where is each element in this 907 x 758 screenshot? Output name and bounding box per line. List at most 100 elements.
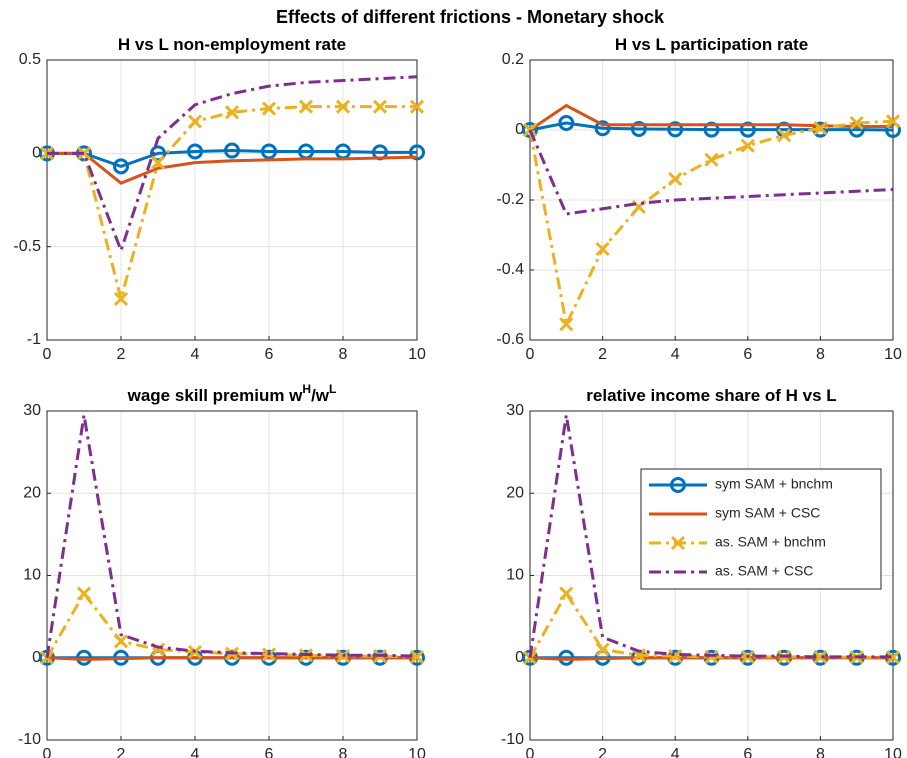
x-tick-label: 8 — [816, 746, 825, 758]
marker — [187, 114, 203, 129]
marker — [335, 99, 351, 114]
x-tick-label: 6 — [265, 746, 274, 758]
x-tick-label: 10 — [884, 746, 902, 758]
marker — [668, 171, 683, 187]
legend-box — [640, 468, 882, 590]
x-tick-label: 6 — [743, 346, 752, 363]
y-tick-label: -10 — [501, 731, 524, 748]
series-line — [47, 75, 418, 255]
marker — [76, 586, 92, 601]
y-tick-label: 30 — [506, 402, 524, 419]
marker — [150, 155, 166, 170]
x-tick-label: 8 — [339, 346, 348, 363]
marker — [113, 158, 129, 175]
y-tick-label: -10 — [18, 731, 41, 748]
axes-frame — [529, 410, 894, 741]
marker — [409, 144, 425, 161]
series-line — [47, 105, 417, 305]
y-tick-label: 10 — [506, 567, 524, 584]
legend-label: sym SAM + bnchm — [715, 476, 833, 492]
marker — [667, 121, 684, 138]
marker — [813, 649, 828, 664]
marker — [409, 99, 425, 114]
marker — [668, 649, 683, 664]
marker — [885, 114, 901, 129]
y-tick-label: 20 — [506, 484, 524, 501]
marker — [224, 142, 240, 159]
legend-label: as. SAM + CSC — [715, 563, 813, 579]
marker — [594, 120, 611, 137]
marker — [261, 101, 277, 116]
x-tick-label: 6 — [743, 746, 752, 758]
subplot-title: wage skill premium wH/wL — [127, 382, 337, 405]
marker — [670, 535, 686, 551]
figure-title: Effects of different frictions - Monetar… — [276, 7, 665, 27]
marker — [187, 143, 203, 160]
x-tick-label: 4 — [191, 346, 200, 363]
series-line — [46, 656, 417, 661]
y-tick-label: -0.2 — [496, 191, 524, 208]
series-line — [47, 151, 418, 185]
marker — [595, 241, 610, 257]
marker — [559, 317, 574, 332]
series-line — [529, 121, 894, 132]
x-tick-label: 2 — [117, 746, 126, 758]
x-tick-label: 0 — [526, 346, 535, 363]
y-tick-label: 0.5 — [19, 51, 41, 68]
x-tick-label: 8 — [339, 746, 348, 758]
subplot-title: H vs L participation rate — [615, 35, 808, 54]
x-tick-label: 8 — [816, 346, 825, 363]
legend-label: as. SAM + bnchm — [715, 534, 826, 550]
x-tick-label: 2 — [117, 346, 126, 363]
y-tick-label: 0 — [515, 121, 524, 138]
x-tick-label: 0 — [526, 746, 535, 758]
x-tick-label: 4 — [191, 746, 200, 758]
series-line — [528, 119, 894, 330]
marker — [261, 143, 277, 160]
y-tick-label: 0 — [32, 649, 41, 666]
y-tick-label: -0.5 — [13, 238, 41, 255]
marker — [704, 152, 719, 167]
marker — [670, 477, 686, 493]
series-line — [528, 129, 894, 216]
marker — [298, 99, 314, 114]
marker — [113, 634, 129, 649]
marker — [885, 650, 901, 665]
subplot-title: H vs L non-employment rate — [118, 35, 346, 54]
y-tick-label: 30 — [23, 402, 41, 419]
y-tick-label: -1 — [27, 331, 41, 348]
x-tick-label: 2 — [598, 346, 607, 363]
marker — [113, 291, 129, 306]
y-tick-label: 0 — [515, 649, 524, 666]
marker — [559, 586, 574, 601]
marker — [631, 648, 646, 663]
y-tick-label: 0 — [32, 145, 41, 162]
axes-frame — [46, 59, 418, 341]
series-line — [47, 149, 417, 168]
marker — [224, 105, 240, 120]
subplot-title: relative income share of H vs L — [586, 386, 836, 405]
marker — [813, 121, 828, 136]
marker — [885, 122, 901, 138]
x-tick-label: 0 — [43, 346, 52, 363]
x-tick-label: 6 — [265, 346, 274, 363]
marker — [849, 115, 864, 131]
x-tick-label: 4 — [671, 746, 680, 758]
legend-label: sym SAM + CSC — [715, 505, 820, 521]
marker — [630, 120, 647, 137]
marker — [777, 128, 792, 143]
x-tick-label: 2 — [598, 746, 607, 758]
marker — [703, 121, 720, 138]
marker — [372, 99, 388, 114]
x-tick-label: 0 — [43, 746, 52, 758]
y-tick-label: 10 — [23, 567, 41, 584]
series-line — [528, 590, 893, 659]
x-tick-label: 10 — [408, 746, 426, 758]
marker — [740, 138, 755, 153]
series-line — [529, 103, 893, 132]
x-tick-label: 4 — [671, 346, 680, 363]
marker — [558, 115, 575, 131]
y-tick-label: 0.2 — [502, 51, 524, 68]
series-line — [45, 414, 418, 658]
